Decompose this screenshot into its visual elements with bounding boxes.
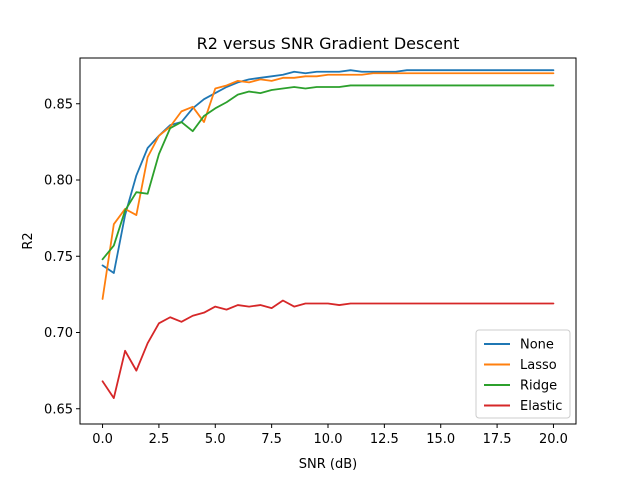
x-tick-label: 10.0 bbox=[314, 432, 343, 447]
y-tick-label: 0.80 bbox=[44, 174, 73, 189]
x-tick-label: 0.0 bbox=[92, 432, 113, 447]
series-line-lasso bbox=[101, 72, 555, 300]
legend-label-ridge: Ridge bbox=[520, 379, 557, 394]
x-tick-label: 17.5 bbox=[483, 432, 512, 447]
y-axis-label: R2 bbox=[21, 232, 36, 249]
legend-label-lasso: Lasso bbox=[520, 358, 557, 373]
x-tick-label: 15.0 bbox=[426, 432, 455, 447]
legend-label-none: None bbox=[520, 338, 554, 353]
legend: None Lasso Ridge Elastic bbox=[475, 329, 571, 419]
x-tick-label: 5.0 bbox=[205, 432, 226, 447]
series-line-ridge bbox=[101, 84, 555, 261]
x-axis-label: SNR (dB) bbox=[299, 457, 357, 472]
axes-group: 0.0 2.5 5.0 7.5 10.0 12.5 15.0 17.5 20.0 0.65 0.70… bbox=[44, 57, 577, 447]
x-tick-label: 20.0 bbox=[539, 432, 568, 447]
y-tick-label: 0.85 bbox=[44, 97, 73, 112]
legend-label-elastic: Elastic bbox=[520, 399, 562, 414]
y-tick-label: 0.75 bbox=[44, 250, 73, 265]
chart-title: R2 versus SNR Gradient Descent bbox=[197, 34, 460, 53]
x-tick-label: 12.5 bbox=[370, 432, 399, 447]
x-tick-label: 2.5 bbox=[149, 432, 170, 447]
legend-box bbox=[475, 329, 571, 419]
x-tick-label: 7.5 bbox=[261, 432, 282, 447]
y-tick-label: 0.70 bbox=[44, 326, 73, 341]
series-group bbox=[101, 69, 555, 399]
series-line-elastic bbox=[101, 299, 555, 399]
y-tick-label: 0.65 bbox=[44, 402, 73, 417]
